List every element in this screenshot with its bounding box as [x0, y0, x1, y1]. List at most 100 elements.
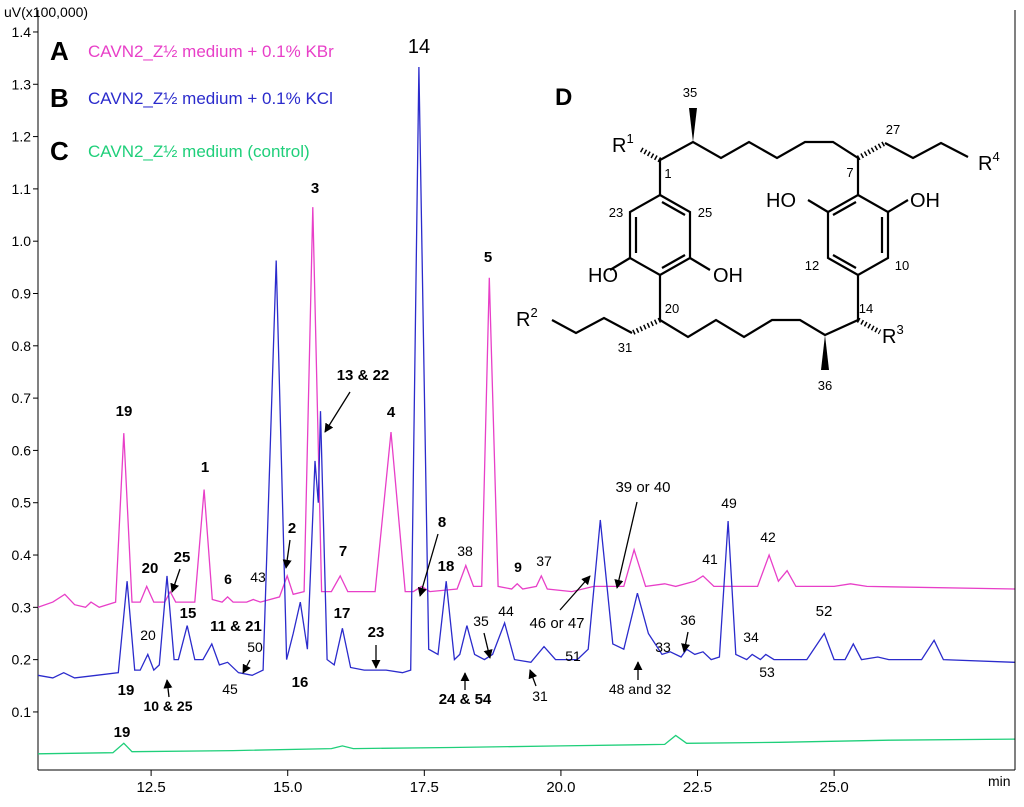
annotation-arrow — [483, 632, 493, 659]
y-tick-label: 1.1 — [12, 181, 32, 197]
peak-label: 7 — [339, 543, 347, 560]
peak-label: 53 — [759, 664, 775, 680]
atom-label: 23 — [609, 205, 623, 220]
atom-label: OH — [910, 190, 940, 212]
peak-label: 41 — [702, 551, 718, 567]
peak-label: 48 and 32 — [609, 681, 671, 697]
legend-label: CAVN2_Z½ medium + 0.1% KBr — [88, 42, 334, 61]
hash-bond — [638, 146, 662, 163]
y-tick-label: 0.2 — [12, 652, 32, 668]
x-tick-label: 25.0 — [820, 779, 849, 796]
bond-chain — [551, 316, 633, 335]
trace — [37, 734, 1015, 755]
peak-label: 23 — [368, 624, 385, 641]
peak-label: 8 — [438, 514, 446, 531]
r-group-base: R — [882, 326, 896, 348]
peak-label: 9 — [514, 559, 522, 575]
annotation-arrow — [614, 501, 638, 589]
hash-bond — [630, 317, 662, 336]
y-axis-title: uV(x100,000) — [4, 4, 88, 20]
r-group-sup: 1 — [626, 131, 633, 146]
annotation-arrow — [242, 659, 251, 674]
peak-label: 13 & 22 — [337, 367, 390, 384]
atom-label: HO — [766, 190, 796, 212]
x-axis-title: min — [988, 773, 1011, 789]
bond — [807, 199, 829, 213]
r-group-sup: 2 — [530, 305, 537, 320]
annotation-arrow — [681, 631, 691, 653]
peak-label: 44 — [498, 603, 514, 619]
atom-label: 25 — [698, 205, 712, 220]
r-group: R4 — [978, 149, 1000, 175]
x-tick-label: 15.0 — [273, 779, 302, 796]
atom-label: 35 — [683, 85, 697, 100]
y-tick-label: 0.1 — [12, 704, 32, 720]
annotation-arrow — [163, 679, 173, 698]
atom-label: HO — [588, 265, 618, 287]
peak-label: 10 & 25 — [143, 698, 192, 714]
y-tick-label: 1.0 — [12, 233, 32, 249]
r-group-sup: 3 — [896, 322, 903, 337]
r-group: R1 — [612, 131, 634, 157]
trace — [37, 207, 1015, 609]
r-group: R2 — [516, 305, 538, 331]
peak-label: 31 — [532, 688, 548, 704]
bond — [887, 199, 909, 213]
bond — [832, 254, 857, 269]
bond — [832, 201, 857, 216]
bond — [661, 254, 686, 269]
peak-label: 33 — [655, 639, 671, 655]
annotation-arrow — [528, 669, 538, 687]
annotation-arrow — [170, 568, 181, 593]
peak-label: 3 — [311, 180, 319, 197]
atom-label: 20 — [665, 301, 679, 316]
legend-letter: C — [50, 136, 69, 166]
peak-label: 19 — [118, 682, 135, 699]
r-group-base: R — [516, 309, 530, 331]
peak-label: 51 — [565, 648, 581, 664]
peak-label: 20 — [142, 560, 159, 577]
peak-label: 6 — [224, 571, 232, 587]
peak-label: 25 — [174, 549, 191, 566]
peak-label: 35 — [473, 613, 489, 629]
peak-label: 46 or 47 — [529, 615, 584, 632]
wedge — [821, 335, 829, 370]
peak-label: 5 — [484, 249, 492, 266]
bond-chain — [658, 140, 860, 195]
hash-bond — [856, 317, 882, 335]
annotation-arrow — [559, 575, 591, 611]
peak-label: 34 — [743, 629, 759, 645]
wedge — [689, 108, 697, 142]
y-tick-label: 0.4 — [12, 547, 32, 563]
peak-label: 19 — [116, 403, 133, 420]
atom-label: 12 — [805, 258, 819, 273]
peak-label: 43 — [250, 569, 266, 585]
ring — [826, 193, 890, 277]
legend-letter: A — [50, 36, 69, 66]
peak-label: 49 — [721, 495, 737, 511]
annotation-arrow — [282, 539, 292, 569]
x-tick-label: 17.5 — [410, 779, 439, 796]
peak-label: 14 — [408, 36, 430, 58]
peak-label: 45 — [222, 681, 238, 697]
peak-label: 20 — [140, 627, 156, 643]
bond — [661, 201, 686, 216]
atom-label: 36 — [818, 378, 832, 393]
x-tick-label: 22.5 — [683, 779, 712, 796]
peak-label: 16 — [292, 674, 309, 691]
peak-label: 11 & 21 — [210, 618, 262, 635]
r-group-base: R — [612, 135, 626, 157]
peak-label: 37 — [536, 553, 552, 569]
structure-title: D — [555, 84, 572, 111]
y-tick-label: 0.8 — [12, 338, 32, 354]
bond-chain — [658, 275, 860, 339]
peak-label: 17 — [334, 605, 351, 622]
y-tick-label: 1.2 — [12, 129, 32, 145]
legend-label: CAVN2_Z½ medium (control) — [88, 142, 310, 161]
bond-chain — [884, 141, 969, 160]
y-tick-label: 0.7 — [12, 390, 32, 406]
legend-label: CAVN2_Z½ medium + 0.1% KCl — [88, 89, 333, 108]
